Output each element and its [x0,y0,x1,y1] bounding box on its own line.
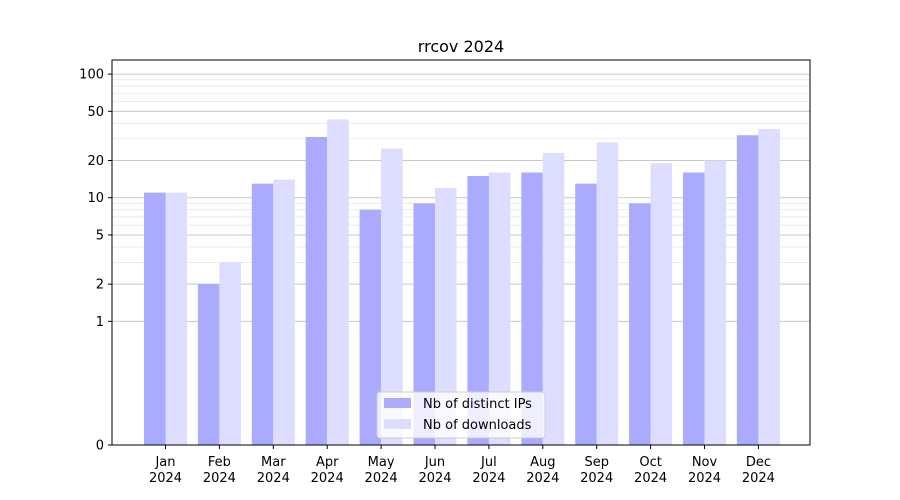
bar-distinct-ips-sep [575,183,597,445]
bar-downloads-nov [704,160,726,445]
bar-downloads-apr [327,119,349,445]
x-tick-sublabel: 2024 [472,471,505,486]
x-tick-sublabel: 2024 [580,471,613,486]
x-tick-label: Apr [316,455,339,470]
bar-distinct-ips-aug [521,172,543,446]
legend-items: Nb of distinct IPs Nb of downloads [384,397,532,433]
bar-distinct-ips-mar [251,183,274,445]
y-tick-label: 10 [87,191,104,206]
bar-downloads-sep [596,142,619,445]
x-tick-label: Dec [746,455,771,470]
bar-distinct-ips-dec [736,135,759,445]
x-tick-label: Feb [208,455,231,470]
y-tick-label: 1 [96,315,104,330]
y-tick-label: 20 [87,154,104,169]
plot-frame [111,59,811,446]
x-tick-sublabel: 2024 [311,471,344,486]
bar-downloads-may [381,148,403,445]
bar-downloads-jul [488,172,511,446]
x-tick-label: Mar [261,455,286,470]
bar-downloads-oct [650,163,673,445]
x-tick-sublabel: 2024 [149,471,182,486]
legend-box [376,391,546,439]
bars-layer [144,119,780,446]
y-tick-label: 0 [96,439,104,454]
x-tick-sublabel: 2024 [257,471,290,486]
legend-swatch [384,419,411,429]
y-axis: 0 1 2 5 10 20 50 100 [79,68,112,454]
y-tick-label: 5 [96,228,104,243]
bar-distinct-ips-nov [683,172,705,446]
legend: Nb of distinct IPs Nb of downloads [376,391,546,439]
chart-title: rrcov 2024 [418,37,504,56]
bar-distinct-ips-may [359,209,382,445]
x-tick-label: Jul [480,455,497,470]
legend-label: Nb of distinct IPs [423,397,532,412]
x-tick-label: Aug [530,455,555,470]
bar-downloads-jun [435,187,457,445]
x-tick-label: Oct [639,455,661,470]
bar-downloads-dec [758,128,780,445]
bar-downloads-mar [273,179,295,446]
x-tick-sublabel: 2024 [365,471,398,486]
x-tick-label: Nov [692,455,718,470]
bar-distinct-ips-oct [629,203,651,445]
y-tick-label: 50 [87,105,104,120]
bar-distinct-ips-jan [144,192,166,445]
y-tick-label: 100 [79,68,104,83]
bar-downloads-feb [219,262,241,445]
grid-layer [112,73,810,322]
y-tick-label: 2 [96,278,104,293]
legend-swatch [384,398,411,408]
x-tick-sublabel: 2024 [688,471,721,486]
x-tick-label: Jun [424,455,445,470]
x-tick-sublabel: 2024 [526,471,559,486]
x-axis: Jan2024Feb2024Mar2024Apr2024May2024Jun20… [149,445,775,486]
bar-downloads-jan [165,192,187,445]
x-tick-sublabel: 2024 [203,471,236,486]
bar-distinct-ips-apr [305,136,328,445]
bar-distinct-ips-feb [197,284,220,445]
bar-downloads-aug [542,153,565,445]
x-tick-label: Jan [154,455,175,470]
x-tick-sublabel: 2024 [634,471,667,486]
x-tick-sublabel: 2024 [418,471,451,486]
x-tick-sublabel: 2024 [742,471,775,486]
legend-label: Nb of downloads [423,418,532,433]
bar-distinct-ips-jul [467,175,489,445]
x-tick-label: May [368,455,395,470]
x-tick-label: Sep [584,455,609,470]
bar-distinct-ips-jun [413,203,435,445]
